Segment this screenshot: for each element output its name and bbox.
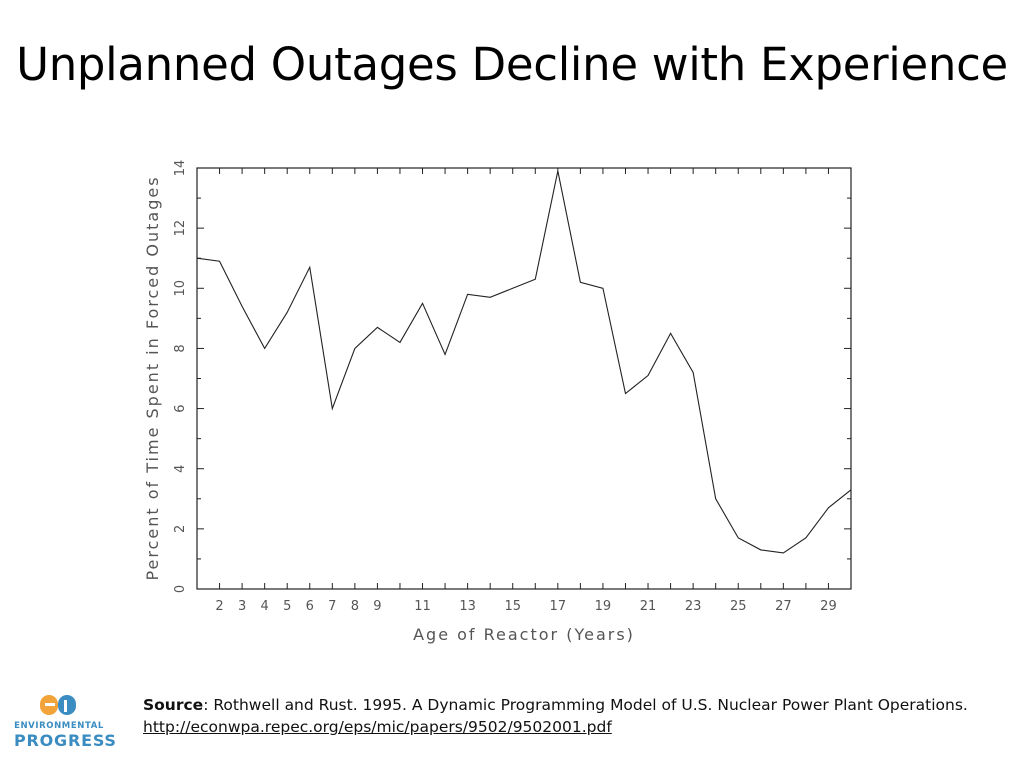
x-tick-label-13: 13 [459, 599, 476, 614]
ep-logo-icon [40, 695, 76, 715]
axis-ticks [196, 167, 852, 590]
y-tick-label-2: 2 [173, 525, 188, 533]
source-citation: Source: Rothwell and Rust. 1995. A Dynam… [143, 694, 968, 738]
x-tick-label-4: 4 [261, 599, 269, 614]
x-tick-label-7: 7 [328, 599, 336, 614]
x-tick-label-27: 27 [775, 599, 792, 614]
slide-title: Unplanned Outages Decline with Experienc… [16, 38, 1008, 91]
source-text: : Rothwell and Rust. 1995. A Dynamic Pro… [203, 696, 968, 714]
x-tick-label-2: 2 [215, 599, 223, 614]
source-link[interactable]: http://econwpa.repec.org/eps/mic/papers/… [143, 718, 612, 736]
y-tick-label-8: 8 [173, 344, 188, 352]
x-tick-label-29: 29 [820, 599, 837, 614]
x-tick-label-11: 11 [414, 599, 431, 614]
x-tick-label-25: 25 [730, 599, 747, 614]
logo-text-environmental: ENVIRONMENTAL [14, 721, 104, 731]
series-line-forced-outages [196, 170, 852, 554]
x-tick-label-6: 6 [306, 599, 314, 614]
x-tick-label-21: 21 [640, 599, 657, 614]
source-label: Source [143, 696, 204, 714]
y-tick-label-14: 14 [173, 160, 188, 177]
x-tick-label-9: 9 [373, 599, 381, 614]
y-tick-label-6: 6 [173, 404, 188, 412]
x-tick-label-5: 5 [283, 599, 291, 614]
y-axis-label: Percent of Time Spent in Forced Outages [143, 175, 162, 580]
y-tick-label-12: 12 [173, 220, 188, 237]
x-tick-label-19: 19 [595, 599, 612, 614]
x-tick-label-15: 15 [504, 599, 521, 614]
y-tick-label-10: 10 [173, 280, 188, 297]
x-tick-label-8: 8 [351, 599, 359, 614]
y-tick-label-0: 0 [173, 585, 188, 593]
plot-frame [196, 167, 852, 590]
x-tick-label-3: 3 [238, 599, 246, 614]
source-line: Source: Rothwell and Rust. 1995. A Dynam… [143, 694, 968, 716]
y-tick-label-4: 4 [173, 465, 188, 473]
x-axis-label: Age of Reactor (Years) [413, 625, 635, 644]
x-tick-label-17: 17 [550, 599, 567, 614]
environmental-progress-logo: ENVIRONMENTAL PROGRESS [14, 692, 117, 754]
x-tick-label-23: 23 [685, 599, 702, 614]
logo-text-progress: PROGRESS [14, 731, 117, 750]
